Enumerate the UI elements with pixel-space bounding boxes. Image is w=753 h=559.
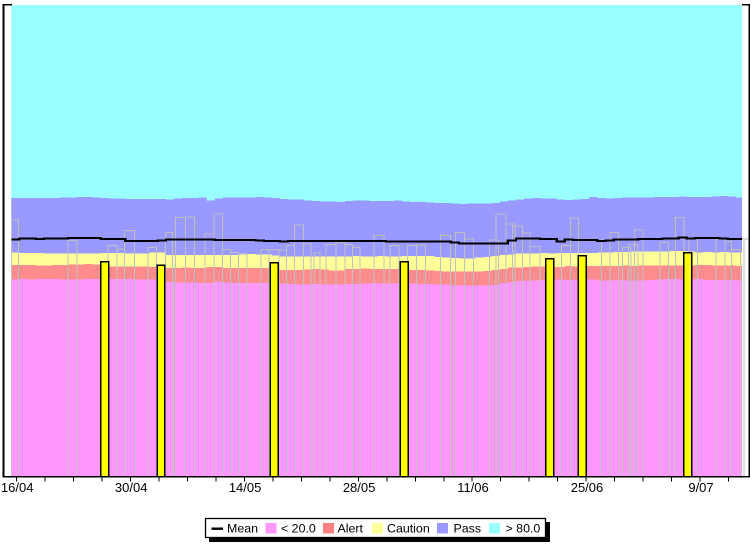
svg-text:11/06: 11/06 [457,480,489,495]
svg-text:Mean: Mean [227,522,258,536]
svg-text:16/04: 16/04 [1,480,34,495]
svg-text:< 20.0: < 20.0 [281,522,316,536]
svg-text:25/06: 25/06 [571,480,604,495]
svg-text:9/07: 9/07 [688,480,713,495]
svg-text:28/05: 28/05 [343,480,376,495]
svg-text:30/04: 30/04 [115,480,148,495]
svg-text:Caution: Caution [387,522,430,536]
svg-text:Pass: Pass [454,522,482,536]
svg-text:Alert: Alert [338,522,364,536]
svg-text:14/05: 14/05 [229,480,262,495]
svg-text:> 80.0: > 80.0 [506,522,541,536]
